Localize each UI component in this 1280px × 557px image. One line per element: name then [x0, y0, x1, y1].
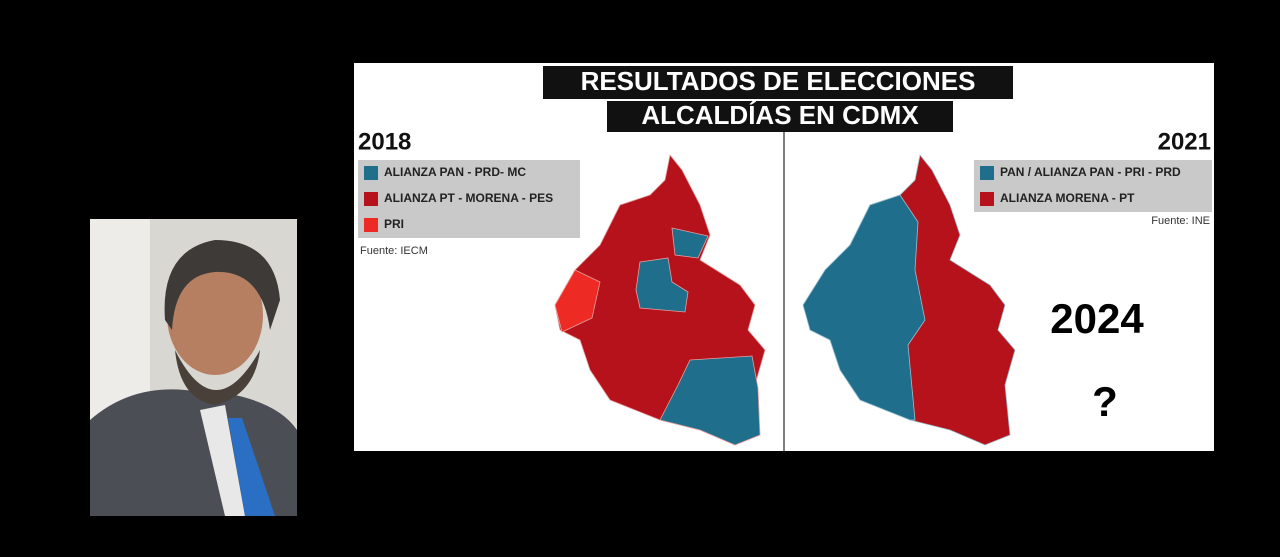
region	[554, 269, 601, 333]
legend-swatch	[980, 166, 994, 180]
title: ALCALDÍAS EN CDMX	[641, 100, 919, 130]
legend-label: PRI	[384, 217, 404, 231]
title-box	[543, 66, 1013, 99]
shirt	[200, 405, 245, 516]
face	[167, 255, 263, 375]
legend-label: PAN / ALIANZA PAN - PRI - PRD	[1000, 165, 1181, 179]
legend-label: ALIANZA PAN - PRD- MC	[384, 165, 526, 179]
tie	[228, 418, 275, 516]
legend-swatch	[364, 192, 378, 206]
overlay-question: ?	[1092, 378, 1118, 425]
legend-swatch	[364, 166, 378, 180]
overlay-year: 2024	[1050, 295, 1144, 342]
legend-box	[358, 160, 580, 238]
map-2018	[554, 154, 766, 446]
legend-swatch	[980, 192, 994, 206]
region	[802, 194, 926, 421]
legend-label: ALIANZA PT - MORENA - PES	[384, 191, 553, 205]
photo	[90, 219, 297, 516]
legend-swatch	[364, 218, 378, 232]
hair	[164, 240, 280, 330]
beard	[175, 350, 260, 405]
legend-label: ALIANZA MORENA - PT	[1000, 191, 1135, 205]
year-label: 2018	[358, 128, 411, 155]
source: Fuente: IECM	[360, 245, 428, 257]
region	[659, 355, 761, 446]
map-2021	[802, 154, 1016, 446]
title: RESULTADOS DE ELECCIONES	[581, 66, 976, 96]
source: Fuente: INE	[1151, 215, 1210, 227]
title-box	[607, 101, 953, 132]
region	[635, 257, 689, 313]
legend-box	[974, 160, 1212, 212]
year-label: 2021	[1158, 128, 1211, 155]
region	[671, 227, 709, 259]
